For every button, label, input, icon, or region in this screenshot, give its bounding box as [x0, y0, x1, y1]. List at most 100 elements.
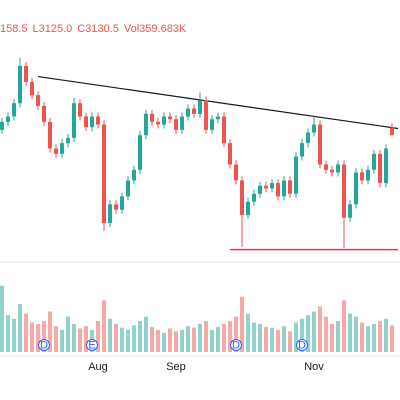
volume-bar — [264, 326, 268, 352]
ohlc-label: Vol359.683K — [124, 23, 187, 35]
candle-body — [258, 185, 262, 194]
volume-bar — [84, 326, 88, 352]
volume-bar — [336, 321, 340, 352]
volume-bar — [198, 324, 202, 352]
event-label: D — [40, 339, 48, 351]
volume-bar — [42, 321, 46, 352]
event-marker — [230, 339, 242, 351]
candle-body — [162, 116, 166, 125]
candle-body — [336, 164, 340, 173]
volume-bar — [30, 322, 34, 352]
candle-body — [114, 204, 118, 210]
volume-bar — [192, 327, 196, 352]
volume-bar — [60, 329, 64, 352]
candle-body — [366, 169, 370, 181]
volume-bar — [174, 331, 178, 352]
candle-body — [234, 164, 238, 181]
volume-bar — [318, 306, 322, 352]
volume-bar — [186, 326, 190, 352]
candle-body — [150, 113, 154, 122]
volume-bar — [162, 332, 166, 352]
candle-body — [300, 143, 304, 157]
x-tick-label: Nov — [304, 361, 324, 373]
candle-body — [108, 204, 112, 224]
volume-bar — [114, 324, 118, 352]
volume-bar — [168, 328, 172, 352]
candle-body — [378, 153, 382, 184]
volume-bar — [300, 318, 304, 352]
candle-body — [180, 116, 184, 130]
volume-bar — [216, 326, 220, 352]
candle-body — [228, 143, 232, 165]
candle-body — [372, 153, 376, 170]
volume-bar — [48, 311, 52, 352]
volume-bar — [234, 316, 238, 352]
candle-body — [156, 121, 160, 125]
volume-bar — [180, 329, 184, 352]
candle-body — [276, 183, 280, 197]
candle-body — [282, 180, 286, 197]
volume-bar — [288, 331, 292, 352]
volume-bar — [324, 316, 328, 352]
candle-body — [264, 185, 268, 189]
volume-bar — [348, 313, 352, 352]
candle-body — [36, 95, 40, 106]
volume-bar — [282, 326, 286, 352]
candle-body — [12, 103, 16, 117]
candle-body — [66, 137, 70, 144]
candle-body — [222, 116, 226, 144]
volume-bar — [270, 327, 274, 352]
candle-body — [204, 100, 208, 130]
volume-bar — [144, 316, 148, 352]
candle-body — [120, 196, 124, 210]
candle-body — [96, 116, 100, 125]
candle-body — [138, 135, 142, 170]
event-label: D — [298, 339, 306, 351]
volume-bar — [78, 328, 82, 352]
candle-body — [174, 119, 178, 130]
candle-body — [18, 65, 22, 104]
volume-bar — [366, 326, 370, 352]
volume-bar — [240, 296, 244, 352]
candle-body — [288, 180, 292, 194]
event-marker — [38, 339, 50, 351]
volume-bar — [360, 322, 364, 352]
candle-body — [216, 116, 220, 120]
ohlc-label: L3125.0 — [33, 23, 73, 35]
candle-body — [24, 65, 28, 82]
candle-body — [78, 103, 82, 117]
candle-body — [126, 180, 130, 197]
volume-bar — [120, 327, 124, 352]
x-tick-label: Sep — [166, 361, 186, 373]
volume-bar — [384, 318, 388, 352]
candle-body — [390, 127, 394, 136]
candle-body — [90, 116, 94, 128]
volume-bar — [378, 321, 382, 352]
candle-body — [360, 172, 364, 181]
candle-body — [384, 148, 388, 184]
volume-bar — [0, 285, 4, 352]
candle-body — [324, 164, 328, 170]
candle-body — [6, 116, 10, 122]
event-marker — [296, 339, 308, 351]
volume-bar — [294, 322, 298, 352]
candle-body — [354, 172, 358, 205]
event-label: E — [88, 339, 95, 351]
volume-bar — [354, 316, 358, 352]
candle-body — [54, 148, 58, 154]
candle-body — [342, 164, 346, 218]
volume-bar — [222, 324, 226, 352]
volume-bar — [102, 300, 106, 352]
ohlc-label: 158.5 — [0, 23, 28, 35]
candle-body — [84, 116, 88, 128]
volume-bar — [276, 329, 280, 352]
candle-body — [48, 121, 52, 149]
volume-bar — [36, 324, 40, 352]
candle-body — [198, 100, 202, 114]
candle-body — [0, 121, 4, 130]
candle-body — [144, 113, 148, 136]
volume-bar — [228, 321, 232, 352]
volume-bar — [204, 321, 208, 352]
